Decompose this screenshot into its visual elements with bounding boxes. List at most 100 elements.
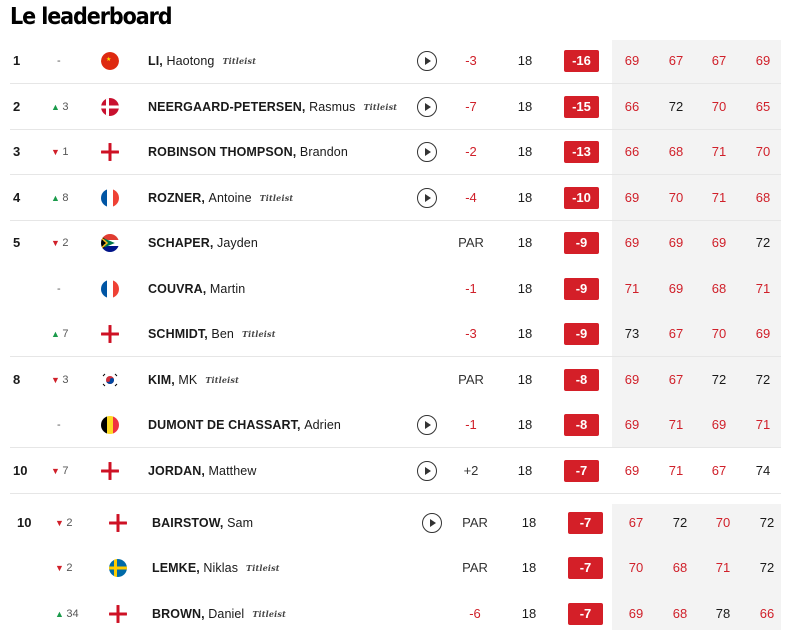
- player-name-link[interactable]: SCHMIDT, Ben Titleist: [148, 326, 276, 343]
- today-score: -3: [465, 326, 477, 341]
- titleist-logo: Titleist: [246, 563, 280, 573]
- round-3-score: 67: [711, 463, 727, 478]
- movement-value: 1: [62, 146, 69, 158]
- today-score: -6: [469, 606, 481, 621]
- movement-cell: ▲ 34: [55, 606, 79, 622]
- total-score-badge: -8: [564, 369, 599, 391]
- today-score: -4: [465, 190, 477, 205]
- play-video-icon[interactable]: [417, 142, 437, 162]
- south-korea-flag-icon: [101, 371, 119, 389]
- round-4-score: 72: [755, 235, 771, 250]
- play-video-icon[interactable]: [422, 513, 442, 533]
- position-cell: 3: [13, 144, 21, 159]
- round-2-score: 67: [668, 372, 684, 387]
- holes-thru: 18: [517, 144, 533, 159]
- round-4-score: 70: [755, 144, 771, 159]
- movement-cell: ▲ 3: [51, 99, 69, 115]
- player-first-name: Jayden: [216, 236, 258, 250]
- player-last-name: BAIRSTOW,: [152, 516, 224, 530]
- holes-thru: 18: [521, 606, 537, 621]
- holes-thru: 18: [517, 53, 533, 68]
- movement-value: 34: [66, 608, 79, 620]
- play-video-icon[interactable]: [417, 461, 437, 481]
- player-last-name: SCHMIDT,: [148, 327, 208, 341]
- player-name-link[interactable]: KIM, MK Titleist: [148, 372, 239, 389]
- round-4-score: 74: [755, 463, 771, 478]
- movement-cell: ▲ 7: [51, 326, 69, 342]
- holes-thru: 18: [517, 326, 533, 341]
- movement-value: 2: [66, 562, 73, 574]
- holes-thru: 18: [517, 235, 533, 250]
- round-2-score: 71: [668, 417, 684, 432]
- holes-thru: 18: [517, 99, 533, 114]
- round-1-score: 69: [624, 53, 640, 68]
- player-first-name: MK: [178, 373, 198, 387]
- player-first-name: Daniel: [208, 607, 245, 621]
- round-1-score: 69: [624, 463, 640, 478]
- total-score-badge: -7: [568, 557, 603, 579]
- player-last-name: KIM,: [148, 373, 175, 387]
- row-divider: [10, 447, 781, 448]
- round-3-score: 68: [711, 281, 727, 296]
- player-last-name: BROWN,: [152, 607, 205, 621]
- movement-cell: ▲ 8: [51, 190, 69, 206]
- play-video-icon[interactable]: [417, 415, 437, 435]
- player-name-link[interactable]: BAIRSTOW, Sam: [152, 515, 253, 531]
- holes-thru: 18: [517, 417, 533, 432]
- round-3-score: 78: [715, 606, 731, 621]
- play-video-icon[interactable]: [417, 188, 437, 208]
- movement-cell: -: [57, 281, 61, 297]
- play-video-icon[interactable]: [417, 97, 437, 117]
- holes-thru: 18: [517, 190, 533, 205]
- today-score: PAR: [462, 515, 488, 530]
- china-flag-icon: ★: [101, 52, 119, 70]
- round-1-score: 66: [624, 144, 640, 159]
- player-name-link[interactable]: NEERGAARD-PETERSEN, Rasmus Titleist: [148, 99, 397, 116]
- player-first-name: Brandon: [299, 145, 348, 159]
- england-flag-icon: [101, 462, 119, 480]
- page-title: Le leaderboard: [10, 4, 173, 30]
- titleist-logo: Titleist: [259, 193, 294, 203]
- round-4-score: 65: [755, 99, 771, 114]
- movement-value: -: [57, 419, 61, 431]
- total-score-badge: -7: [564, 460, 599, 482]
- player-name-link[interactable]: ROZNER, Antoine Titleist: [148, 190, 293, 207]
- round-2-score: 68: [668, 144, 684, 159]
- arrow-up-icon: ▲: [51, 329, 63, 339]
- player-name-link[interactable]: BROWN, Daniel Titleist: [152, 606, 286, 623]
- round-3-score: 70: [711, 99, 727, 114]
- titleist-logo: Titleist: [241, 329, 276, 339]
- player-name-link[interactable]: COUVRA, Martin: [148, 281, 245, 297]
- player-name-link[interactable]: DUMONT DE CHASSART, Adrien: [148, 417, 341, 433]
- player-last-name: DUMONT DE CHASSART,: [148, 418, 301, 432]
- arrow-up-icon: ▲: [51, 193, 63, 203]
- player-name-link[interactable]: LEMKE, Niklas Titleist: [152, 560, 280, 577]
- player-name-link[interactable]: LI, Haotong Titleist: [148, 53, 256, 70]
- round-4-score: 69: [755, 326, 771, 341]
- movement-value: 7: [62, 465, 69, 477]
- play-video-icon[interactable]: [417, 51, 437, 71]
- today-score: -7: [465, 99, 477, 114]
- player-name-link[interactable]: ROBINSON THOMPSON, Brandon: [148, 144, 348, 160]
- round-2-score: 68: [672, 560, 688, 575]
- movement-value: 3: [62, 101, 69, 113]
- sweden-flag-icon: [109, 559, 127, 577]
- total-score-badge: -9: [564, 278, 599, 300]
- player-first-name: Matthew: [208, 464, 257, 478]
- movement-cell: ▼ 3: [51, 372, 69, 388]
- player-name-link[interactable]: SCHAPER, Jayden: [148, 235, 258, 251]
- row-divider: [10, 129, 781, 130]
- player-name-link[interactable]: JORDAN, Matthew: [148, 463, 257, 479]
- player-last-name: COUVRA,: [148, 282, 207, 296]
- france-flag-icon: [101, 189, 119, 207]
- position-cell: 1: [13, 53, 21, 68]
- arrow-up-icon: ▲: [51, 102, 63, 112]
- movement-value: 3: [62, 374, 69, 386]
- total-score-badge: -9: [564, 232, 599, 254]
- england-flag-icon: [101, 325, 119, 343]
- round-1-score: 71: [624, 281, 640, 296]
- total-score-badge: -7: [568, 603, 603, 625]
- movement-value: 7: [62, 328, 69, 340]
- movement-value: 2: [66, 517, 73, 529]
- player-first-name: Ben: [211, 327, 234, 341]
